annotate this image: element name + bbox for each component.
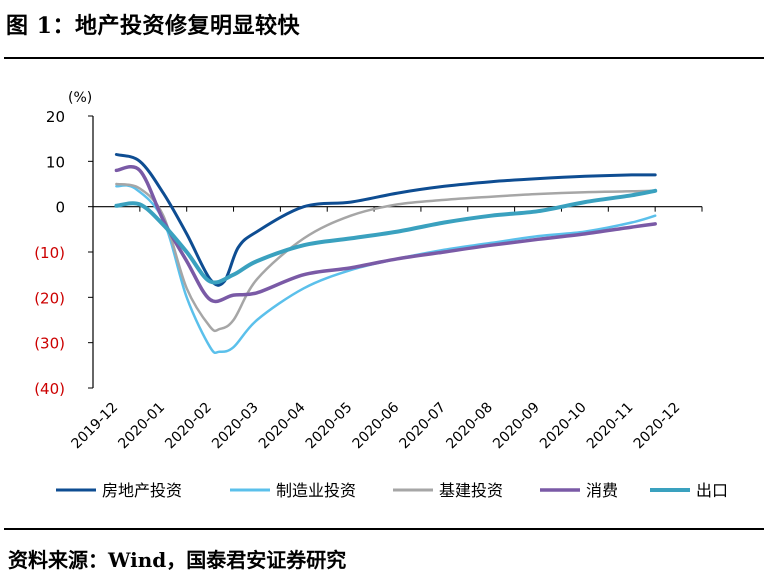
series-line-3 (115, 182, 657, 333)
legend: 房地产投资 制造业投资 基建投资 消费 出口 (56, 481, 728, 500)
x-tick-label: 2020-08 (443, 400, 496, 453)
x-tick-label: 2020-03 (209, 400, 262, 453)
y-tick-label: (30) (34, 335, 65, 353)
x-tick-label: 2020-07 (396, 400, 449, 453)
series-lines (114, 153, 658, 355)
x-tick-label: 2020-11 (584, 400, 637, 453)
top-rule (4, 57, 764, 59)
x-tick-label: 2020-02 (162, 400, 215, 453)
legend-label: 房地产投资 (102, 481, 182, 500)
source-note: 资料来源：Wind，国泰君安证券研究 (8, 548, 347, 572)
line-chart: (%) 20100(10)(20)(30)(40)2019-122020-012… (34, 90, 728, 500)
x-tick-label: 2020-10 (537, 400, 590, 453)
legend-label: 制造业投资 (276, 481, 356, 500)
series-line-2 (115, 184, 657, 355)
x-tick-label: 2020-09 (490, 400, 543, 453)
x-tick-label: 2020-05 (303, 400, 356, 453)
legend-label: 出口 (696, 481, 728, 500)
legend-label: 基建投资 (439, 481, 503, 500)
y-tick-label: 20 (46, 108, 65, 126)
x-tick-label: 2020-06 (350, 399, 403, 452)
legend-label: 消费 (586, 481, 618, 500)
y-tick-label: 0 (55, 199, 65, 217)
x-tick-label: 2020-12 (631, 400, 684, 453)
series-line-1 (114, 153, 657, 287)
series-line-5 (114, 188, 658, 285)
bottom-rule (4, 528, 764, 530)
y-tick-label: (10) (34, 244, 65, 262)
x-tick-label: 2020-04 (256, 399, 309, 452)
y-tick-label: (40) (34, 380, 65, 398)
y-tick-label: 10 (46, 153, 65, 171)
series-line-4 (114, 165, 657, 304)
y-tick-label: (20) (34, 289, 65, 307)
figure-title: 图 1：地产投资修复明显较快 (6, 13, 300, 39)
x-tick-label: 2019-12 (69, 400, 122, 453)
y-axis-unit: (%) (68, 90, 92, 106)
x-tick-label: 2020-01 (115, 400, 168, 453)
